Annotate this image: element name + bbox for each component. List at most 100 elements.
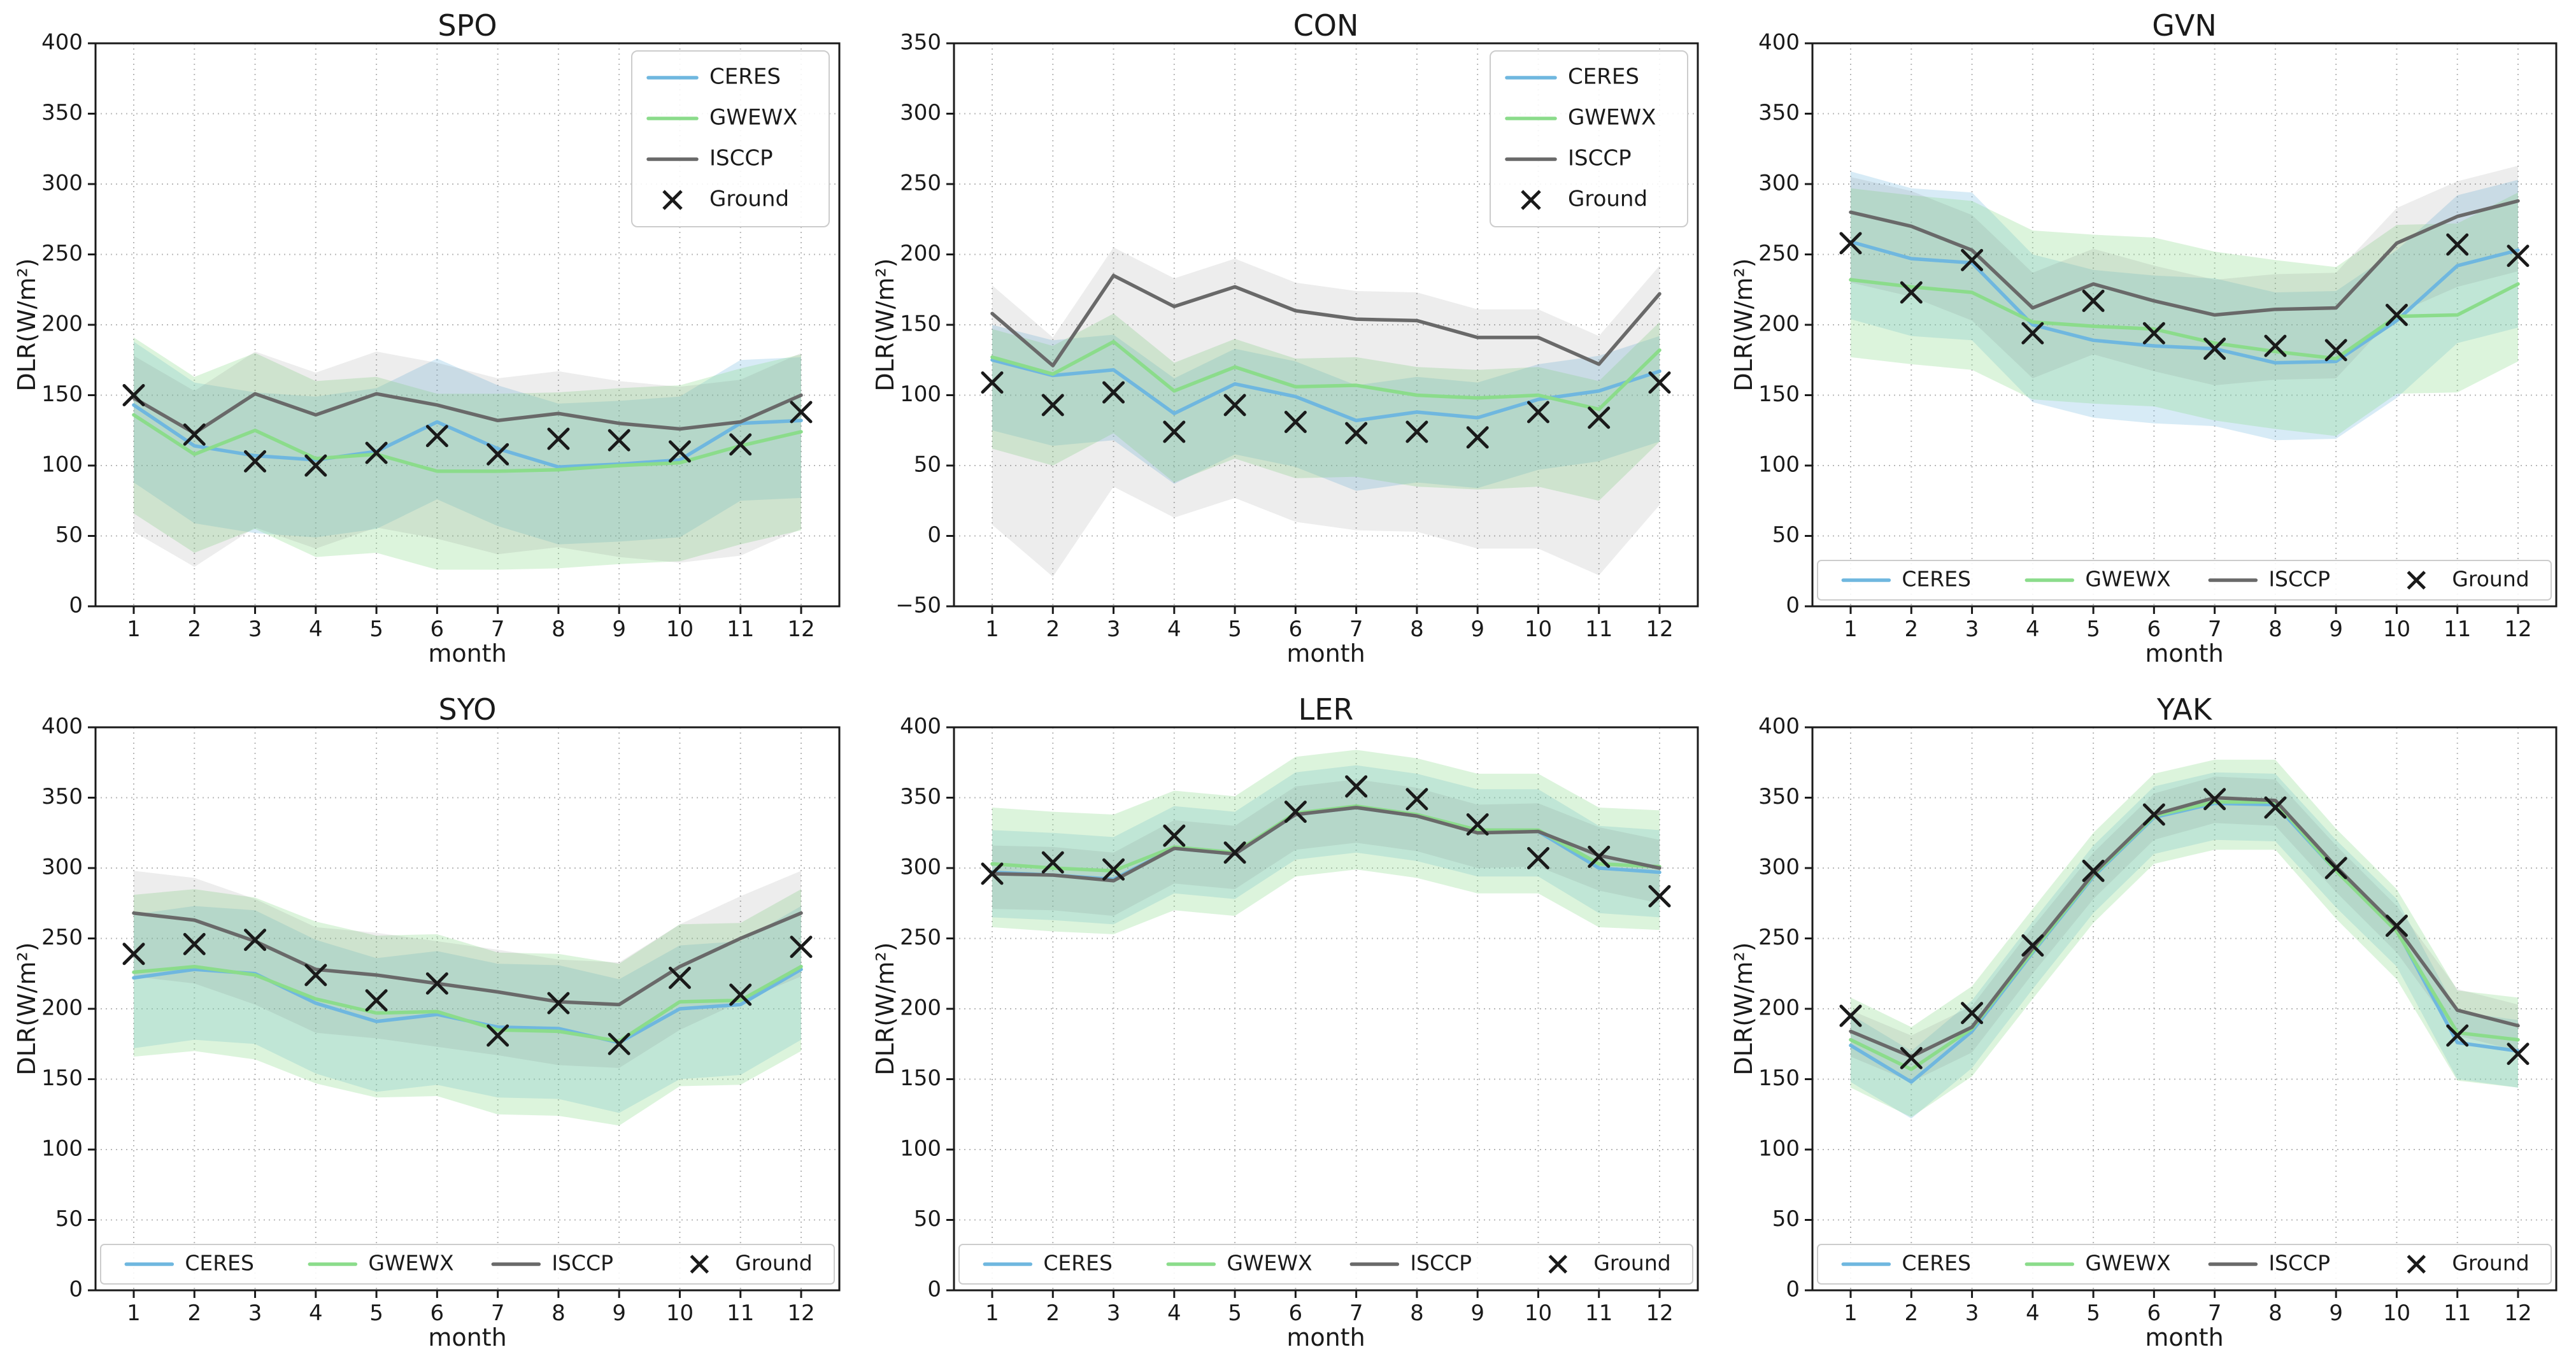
x-axis-label: month xyxy=(1286,639,1365,667)
x-tick-label: 10 xyxy=(666,616,694,642)
legend-label: GWEWX xyxy=(368,1251,453,1276)
ground-markers xyxy=(1839,788,2530,1069)
legend-label: Ground xyxy=(1568,187,1647,212)
legend: CERES GWEWX ISCCP Ground xyxy=(1817,1244,2552,1285)
x-axis-label: month xyxy=(428,639,507,667)
x-tick-label: 2 xyxy=(1904,1300,1918,1326)
legend-label: CERES xyxy=(1902,1251,1971,1276)
x-tick-label: 2 xyxy=(1046,616,1060,642)
x-tick-label: 11 xyxy=(727,1300,754,1326)
isccp-band xyxy=(992,779,1660,916)
x-tick-label: 10 xyxy=(2383,616,2410,642)
isccp-line xyxy=(132,392,803,435)
y-tick-label: 0 xyxy=(927,522,941,548)
isccp-band xyxy=(134,871,801,1068)
y-tick-label: 0 xyxy=(69,1277,83,1302)
gwewx-line xyxy=(132,964,803,1043)
x-tick-label: 12 xyxy=(1646,1300,1673,1326)
y-axis-label: DLR(W/m²) xyxy=(1730,942,1758,1076)
ground-x-icon xyxy=(2407,1255,2426,1274)
legend-label: GWEWX xyxy=(2085,1251,2170,1276)
legend-label: CERES xyxy=(1043,1251,1113,1276)
y-tick-label: 200 xyxy=(1758,311,1800,337)
ground-markers xyxy=(981,775,1671,908)
x-tick-label: 5 xyxy=(369,616,383,642)
x-tick-label: 3 xyxy=(1107,1300,1121,1326)
y-tick-label: 100 xyxy=(41,1136,83,1162)
ceres-band xyxy=(134,341,801,545)
y-tick-label: 150 xyxy=(41,381,83,407)
x-tick-label: 9 xyxy=(1470,1300,1484,1326)
chart-spo: SPO 0 50 100 150 200 250 300 350 400 1 2 3 4 5 6 7 8 9 10 1… xyxy=(0,0,858,684)
x-tick-label: 1 xyxy=(1844,1300,1858,1326)
x-tick-label: 7 xyxy=(1349,616,1363,642)
y-tick-label: 300 xyxy=(1758,855,1800,880)
y-tick-label: 300 xyxy=(41,171,83,196)
legend-label: GWEWX xyxy=(1568,105,1656,131)
x-tick-label: 7 xyxy=(2208,1300,2222,1326)
x-tick-label: 5 xyxy=(1228,616,1242,642)
x-tick-label: 11 xyxy=(1585,1300,1612,1326)
x-tick-label: 8 xyxy=(2268,616,2282,642)
legend-label: ISCCP xyxy=(1410,1251,1472,1276)
gwewx-band xyxy=(1851,188,2518,436)
x-tick-label: 12 xyxy=(2504,616,2531,642)
gwewx-line xyxy=(990,339,1662,411)
x-tick-label: 5 xyxy=(2086,616,2100,642)
x-tick-label: 9 xyxy=(1470,616,1484,642)
x-tick-label: 2 xyxy=(1904,616,1918,642)
y-tick-label: 200 xyxy=(900,241,941,266)
x-tick-label: 6 xyxy=(1289,1300,1303,1326)
ceres-line xyxy=(132,403,803,469)
x-tick-label: 12 xyxy=(1646,616,1673,642)
y-tick-label: 400 xyxy=(1758,30,1800,55)
x-tick-label: 1 xyxy=(127,1300,141,1326)
x-axis-label: month xyxy=(2145,1323,2224,1351)
y-tick-label: 250 xyxy=(41,241,83,266)
y-tick-label: 100 xyxy=(1758,452,1800,478)
y-tick-label: 300 xyxy=(41,855,83,880)
y-tick-label: 200 xyxy=(900,995,941,1021)
y-tick-label: −50 xyxy=(895,593,941,618)
legend-label: GWEWX xyxy=(1227,1251,1312,1276)
y-tick-label: 150 xyxy=(1758,1065,1800,1091)
x-tick-label: 7 xyxy=(491,1300,505,1326)
x-tick-label: 8 xyxy=(1410,1300,1424,1326)
ground-markers xyxy=(122,929,813,1055)
x-tick-label: 11 xyxy=(2444,616,2471,642)
x-tick-label: 7 xyxy=(1349,1300,1363,1326)
y-tick-label: 250 xyxy=(1758,925,1800,950)
legend-label: CERES xyxy=(1568,64,1639,90)
ground-markers xyxy=(122,384,813,477)
chart-title-spo: SPO xyxy=(438,8,497,43)
x-tick-label: 8 xyxy=(551,1300,566,1326)
isccp-band xyxy=(134,351,801,567)
legend-label: GWEWX xyxy=(709,105,797,131)
y-tick-label: 350 xyxy=(1758,784,1800,809)
x-tick-label: 7 xyxy=(2208,616,2222,642)
y-tick-label: 300 xyxy=(900,855,941,880)
y-tick-label: 400 xyxy=(41,30,83,55)
x-tick-label: 8 xyxy=(1410,616,1424,642)
legend-label: CERES xyxy=(709,64,781,90)
y-tick-label: 0 xyxy=(927,1277,941,1302)
x-tick-label: 7 xyxy=(491,616,505,642)
gwewx-line xyxy=(1849,800,2520,1071)
legend-label: Ground xyxy=(2452,1251,2529,1276)
x-tick-label: 1 xyxy=(1844,616,1858,642)
x-axis-label: month xyxy=(428,1323,507,1351)
legend-label: Ground xyxy=(709,187,789,212)
isccp-band xyxy=(1851,166,2518,386)
x-tick-label: 4 xyxy=(1167,616,1181,642)
x-tick-label: 11 xyxy=(1585,616,1612,642)
legend-label: Ground xyxy=(735,1251,812,1276)
y-axis-label: DLR(W/m²) xyxy=(1730,258,1758,392)
x-tick-label: 2 xyxy=(187,616,201,642)
